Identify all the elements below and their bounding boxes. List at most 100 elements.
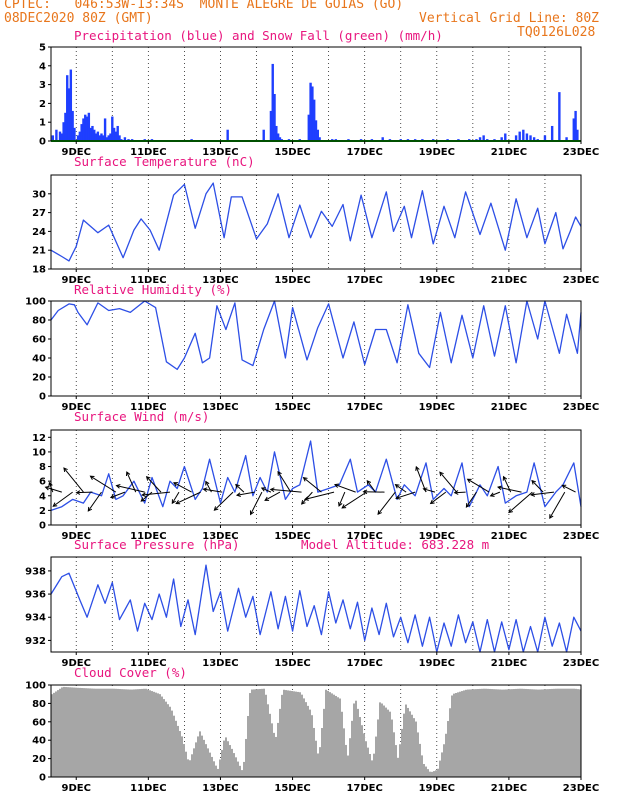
cloud-cover-bar [121, 689, 123, 777]
precip-bar [55, 129, 58, 141]
cloud-cover-bar [401, 728, 403, 777]
cloud-cover-bar [143, 688, 145, 777]
cloud-cover-bar [215, 765, 217, 777]
panel-frame [50, 174, 582, 270]
precip-bar [100, 133, 103, 141]
y-tick-label: 3 [39, 80, 46, 91]
precip-bar [111, 116, 114, 141]
cloud-cover-bar [565, 688, 567, 777]
cloud-cover-bar [263, 688, 265, 777]
wind-arrow [175, 491, 201, 504]
y-tick-label: 27 [32, 208, 46, 219]
cloud-cover-bar [253, 689, 255, 777]
cloud-cover-bar [531, 689, 533, 777]
cloud-cover-bar [491, 689, 493, 777]
y-tick-label: 4 [39, 491, 46, 502]
y-tick-label: 0 [39, 773, 46, 784]
precip-bar [107, 135, 110, 141]
wind-arrow-head [300, 499, 306, 505]
y-tick-label: 20 [32, 754, 46, 765]
precip-bar [525, 133, 529, 141]
cloud-cover-bar [511, 689, 513, 777]
cloud-cover-bar [251, 689, 253, 777]
cloud-cover-bar [409, 711, 411, 777]
wind-arrow [171, 491, 180, 504]
precip-bar [69, 69, 73, 141]
cloud-cover-bar [497, 689, 499, 777]
cloud-cover-bar [133, 689, 135, 777]
precip-bar [89, 127, 92, 141]
cloud-cover-bar [559, 688, 561, 777]
wind-arrow-head [171, 499, 177, 505]
cloud-cover-bar [293, 691, 295, 777]
cloud-cover-bar [429, 771, 431, 777]
cloud-cover-bar [237, 761, 239, 777]
wind-arrow-head [205, 480, 210, 486]
wind-arrow [142, 491, 171, 496]
wind-arrow-head [530, 492, 536, 497]
cloud-cover-bar [127, 689, 129, 777]
x-tick-label: 19DEC [419, 402, 455, 413]
wind-arrow-head [109, 494, 115, 499]
precip-bar [94, 133, 98, 141]
x-tick-label: 11DEC [130, 147, 166, 158]
cloud-cover-bar [431, 771, 433, 777]
cloud-cover-bar [527, 689, 529, 777]
cloud-cover-bar [219, 759, 221, 777]
panel-frame [50, 300, 582, 397]
cloud-cover-bar [79, 687, 81, 777]
cloud-cover-bar [545, 689, 547, 777]
cloud-cover-bar [381, 703, 383, 777]
cloud-cover-bar [209, 752, 211, 777]
cloud-cover-bar [233, 753, 235, 777]
wind-arrow-head [395, 495, 401, 500]
cloud-cover-bar [123, 689, 125, 777]
y-tick-label: 936 [25, 590, 46, 601]
cloud-cover-bar [225, 737, 227, 777]
cloud-cover-bar [135, 689, 137, 777]
precip-bar [114, 131, 118, 141]
cloud-cover-bar [503, 689, 505, 777]
cloud-cover-bar [449, 708, 451, 777]
wind-arrow [52, 491, 73, 507]
precip-bar [112, 127, 116, 141]
cloud-cover-bar [63, 686, 65, 777]
cloud-cover-bar [379, 702, 381, 777]
cloud-cover-bar [505, 689, 507, 777]
y-tick-label: 80 [32, 316, 46, 327]
cloud-cover-bar [131, 689, 133, 777]
cloud-cover-bar [471, 689, 473, 777]
cloud-cover-bar [489, 688, 491, 777]
precip-bar [82, 118, 85, 141]
cloud-cover-bar [99, 688, 101, 777]
cloud-cover-bar [169, 706, 171, 777]
x-tick-label: 19DEC [419, 147, 455, 158]
cloud-cover-bar [413, 718, 415, 777]
cloud-cover-bar [113, 688, 115, 777]
cloud-cover-bar [75, 687, 77, 777]
wind-arrow-head [497, 485, 503, 491]
cloud-cover-bar [539, 689, 541, 777]
cloud-cover-bar [173, 715, 175, 777]
wind-arrow [508, 491, 533, 513]
wind-arrow-head [429, 499, 435, 505]
cloud-cover-bar [485, 688, 487, 777]
y-tick-label: 8 [39, 462, 46, 473]
x-tick-label: 15DEC [274, 658, 310, 669]
cloud-cover-bar [309, 709, 311, 777]
x-tick-label: 17DEC [346, 147, 382, 158]
wind-arrow [366, 480, 376, 493]
wind-arrow-head [338, 501, 343, 507]
wind-arrow [173, 482, 192, 493]
cloud-cover-bar [507, 689, 509, 777]
x-tick-label: 15DEC [274, 147, 310, 158]
cloud-cover-bar [109, 688, 111, 777]
cloud-cover-bar [119, 689, 121, 777]
x-tick-label: 13DEC [202, 658, 238, 669]
x-tick-label: 17DEC [346, 658, 382, 669]
wind-arrow [110, 491, 126, 498]
cloud-cover-bar [81, 688, 83, 777]
cloud-cover-bar [329, 692, 331, 777]
wind-arrow-head [173, 482, 178, 487]
